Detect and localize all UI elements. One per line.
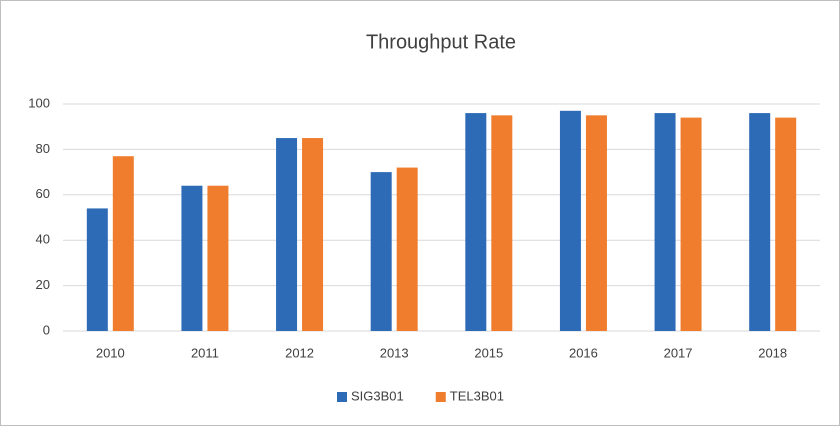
y-tick-label: 40 bbox=[36, 232, 50, 247]
bar bbox=[112, 156, 134, 331]
y-tick-label: 20 bbox=[36, 277, 50, 292]
legend-swatch bbox=[337, 392, 347, 402]
bar bbox=[585, 115, 607, 331]
x-tick-label: 2010 bbox=[96, 345, 125, 360]
bar bbox=[396, 167, 418, 331]
legend-label: SIG3B01 bbox=[351, 388, 404, 403]
bar bbox=[370, 172, 392, 331]
x-tick-label: 2016 bbox=[569, 345, 598, 360]
x-tick-label: 2017 bbox=[664, 345, 693, 360]
y-tick-label: 0 bbox=[43, 322, 50, 337]
bar bbox=[559, 110, 581, 331]
x-tick-label: 2012 bbox=[285, 345, 314, 360]
bar bbox=[181, 185, 203, 331]
x-tick-label: 2018 bbox=[758, 345, 787, 360]
bar bbox=[654, 113, 676, 331]
legend-swatch bbox=[435, 392, 446, 402]
bar bbox=[86, 208, 108, 331]
chart-title: Throughput Rate bbox=[366, 31, 516, 53]
y-tick-label: 60 bbox=[36, 186, 50, 201]
x-tick-label: 2013 bbox=[380, 345, 409, 360]
y-tick-label: 100 bbox=[28, 95, 50, 110]
bar bbox=[775, 117, 797, 332]
x-tick-label: 2011 bbox=[191, 345, 219, 360]
y-tick-label: 80 bbox=[36, 141, 50, 156]
bar bbox=[276, 138, 298, 331]
x-tick-label: 2015 bbox=[474, 345, 503, 360]
bar bbox=[749, 113, 771, 331]
bar bbox=[465, 113, 487, 331]
bar bbox=[302, 138, 324, 331]
legend-label: TEL3B01 bbox=[450, 388, 504, 403]
bar bbox=[207, 185, 229, 331]
bar bbox=[491, 115, 513, 331]
bar bbox=[680, 117, 702, 332]
